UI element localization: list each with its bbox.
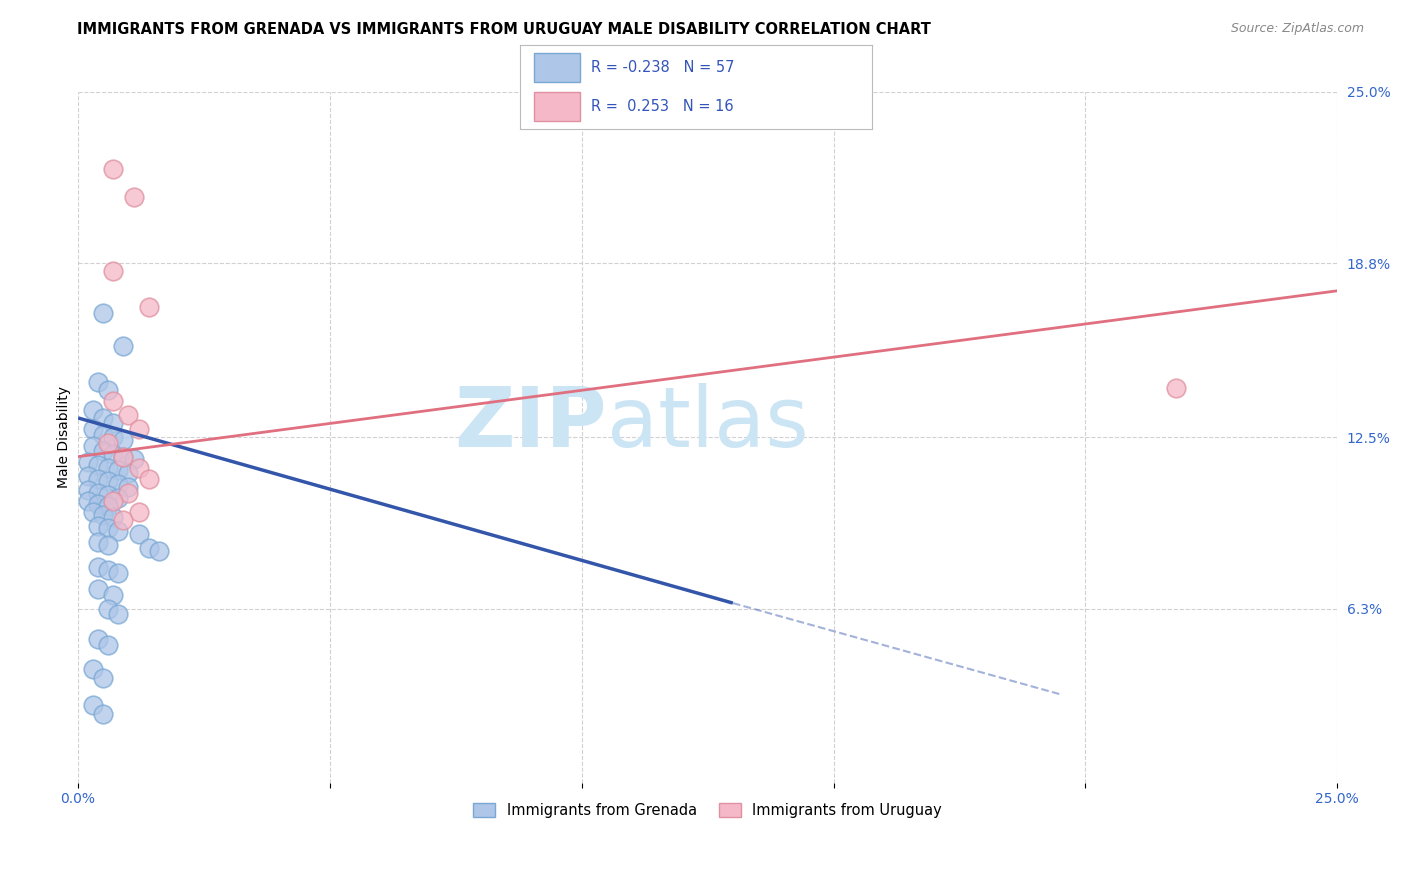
Point xyxy=(77,469,100,483)
Point xyxy=(1164,380,1187,394)
Point xyxy=(82,422,104,436)
Text: R = -0.238   N = 57: R = -0.238 N = 57 xyxy=(591,60,734,75)
Text: R =  0.253   N = 16: R = 0.253 N = 16 xyxy=(591,99,733,114)
Point xyxy=(117,485,139,500)
Point xyxy=(117,466,139,480)
FancyBboxPatch shape xyxy=(534,92,581,120)
Point xyxy=(91,427,114,442)
Point xyxy=(128,460,150,475)
Point xyxy=(87,497,110,511)
Point xyxy=(103,493,125,508)
Point xyxy=(103,447,125,461)
Point xyxy=(97,384,120,398)
Point xyxy=(103,588,125,602)
Point xyxy=(97,563,120,577)
Point xyxy=(91,706,114,721)
Point xyxy=(97,475,120,489)
Point xyxy=(97,435,120,450)
Point xyxy=(107,607,129,621)
Point xyxy=(77,493,100,508)
Point xyxy=(97,521,120,535)
Point xyxy=(117,408,139,422)
Point xyxy=(82,505,104,519)
Point xyxy=(87,458,110,472)
Point xyxy=(138,541,160,555)
Point xyxy=(107,463,129,477)
Point xyxy=(112,339,135,353)
Point xyxy=(103,162,125,177)
Text: atlas: atlas xyxy=(607,383,808,464)
Point xyxy=(148,543,170,558)
Point xyxy=(97,638,120,652)
Legend: Immigrants from Grenada, Immigrants from Uruguay: Immigrants from Grenada, Immigrants from… xyxy=(467,797,948,823)
Point xyxy=(82,402,104,417)
Point xyxy=(103,264,125,278)
Point xyxy=(82,439,104,453)
Point xyxy=(103,417,125,431)
Point xyxy=(87,375,110,389)
Point xyxy=(112,450,135,464)
Point xyxy=(107,477,129,491)
Point xyxy=(107,524,129,539)
Point xyxy=(97,500,120,514)
Point xyxy=(112,513,135,527)
Point xyxy=(87,560,110,574)
Point xyxy=(82,662,104,676)
Point xyxy=(82,698,104,713)
Point xyxy=(77,455,100,469)
Point xyxy=(138,472,160,486)
Point xyxy=(103,430,125,444)
Point xyxy=(122,452,145,467)
Y-axis label: Male Disability: Male Disability xyxy=(58,386,72,488)
Point xyxy=(87,518,110,533)
Point xyxy=(87,472,110,486)
Text: Source: ZipAtlas.com: Source: ZipAtlas.com xyxy=(1230,22,1364,36)
Point xyxy=(107,566,129,580)
Text: IMMIGRANTS FROM GRENADA VS IMMIGRANTS FROM URUGUAY MALE DISABILITY CORRELATION C: IMMIGRANTS FROM GRENADA VS IMMIGRANTS FR… xyxy=(77,22,931,37)
Point xyxy=(91,306,114,320)
Point xyxy=(97,460,120,475)
Point xyxy=(97,488,120,502)
Point xyxy=(103,394,125,409)
Point xyxy=(128,422,150,436)
Point xyxy=(77,483,100,497)
Point xyxy=(91,508,114,522)
Point xyxy=(128,527,150,541)
Point xyxy=(107,491,129,505)
Point xyxy=(91,411,114,425)
Point xyxy=(138,301,160,315)
Point xyxy=(97,601,120,615)
Point xyxy=(91,671,114,685)
Point xyxy=(112,433,135,447)
Text: ZIP: ZIP xyxy=(454,383,607,464)
Point xyxy=(87,485,110,500)
Point xyxy=(97,538,120,552)
Point xyxy=(117,480,139,494)
Point xyxy=(128,505,150,519)
Point xyxy=(91,444,114,458)
Point xyxy=(87,582,110,597)
Point xyxy=(103,510,125,524)
Point xyxy=(112,450,135,464)
Point xyxy=(122,190,145,204)
Point xyxy=(87,632,110,646)
FancyBboxPatch shape xyxy=(534,54,581,82)
Point xyxy=(87,535,110,549)
